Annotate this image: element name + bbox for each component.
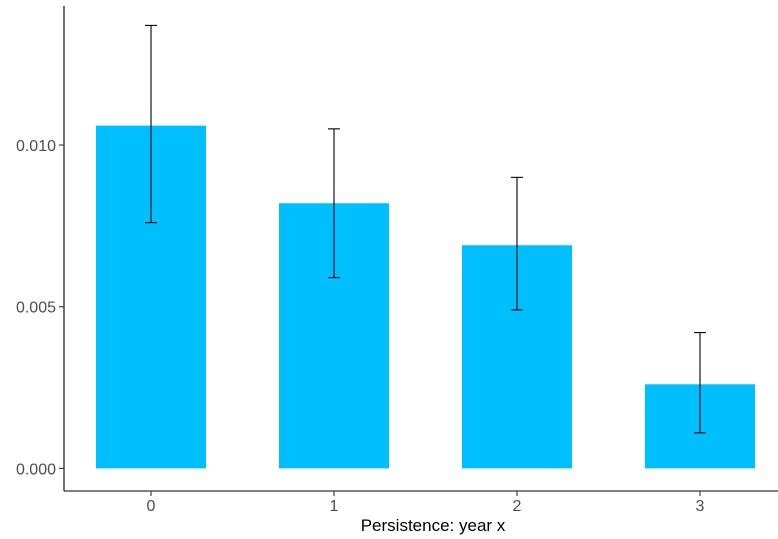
y-tick-label: 0.000 — [16, 461, 56, 478]
y-tick-label: 0.005 — [16, 300, 56, 317]
y-tick-label: 0.010 — [16, 138, 56, 155]
error-bar-0 — [145, 24, 157, 224]
error-bar-2 — [511, 176, 523, 311]
x-axis-title: Persistence: year x — [361, 516, 506, 535]
x-tick-label: 2 — [513, 498, 522, 515]
error-bars-group — [145, 24, 706, 434]
error-bar-1 — [328, 128, 340, 279]
error-bar-3 — [694, 332, 706, 434]
bars-group — [96, 125, 755, 469]
x-tick-label: 3 — [696, 498, 705, 515]
x-tick-label: 1 — [330, 498, 339, 515]
y-ticks-group: 0.000 0.005 0.010 — [16, 138, 64, 478]
x-tick-label: 0 — [147, 498, 156, 515]
x-ticks-group: 0 1 2 3 — [147, 491, 705, 515]
